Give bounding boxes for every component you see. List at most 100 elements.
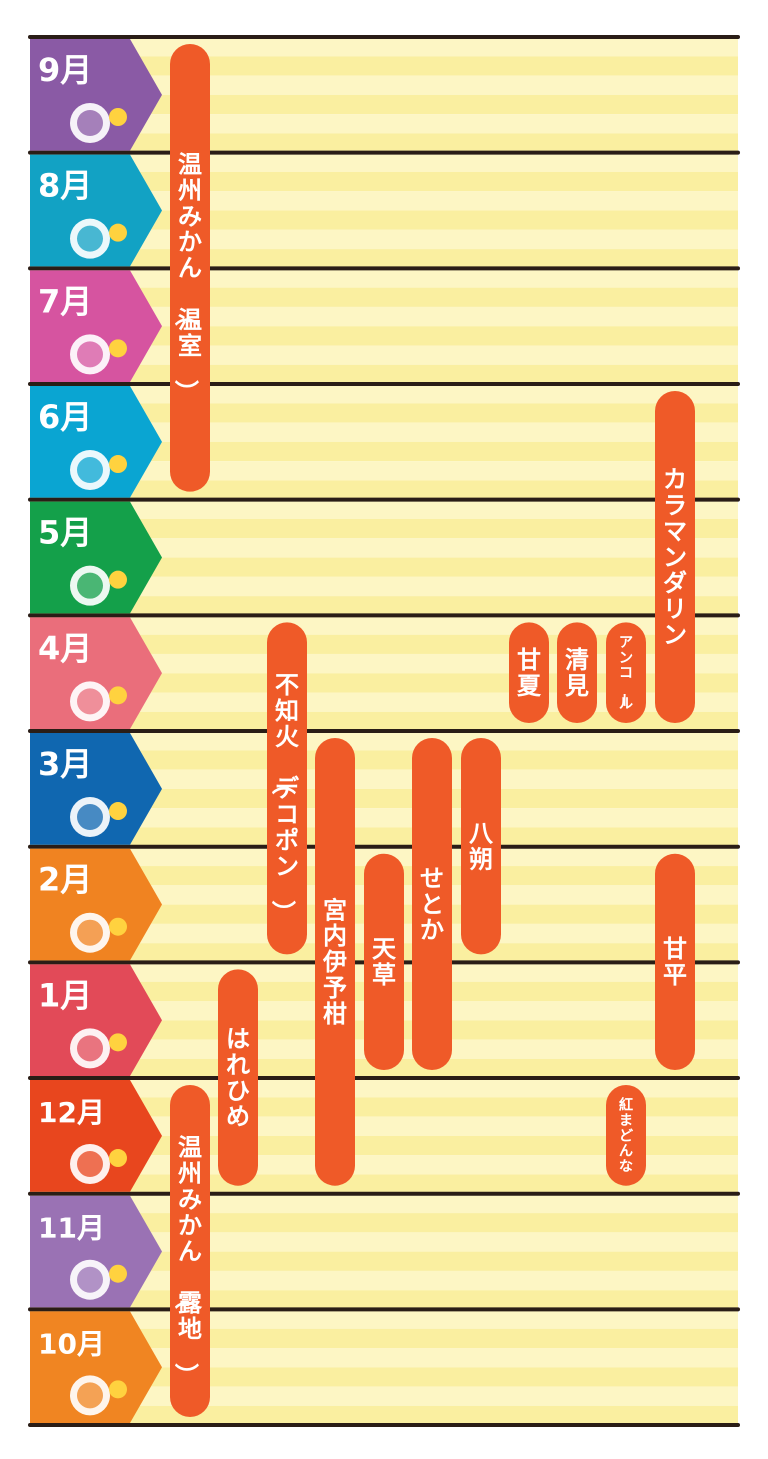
- month-tab-shape: [30, 848, 162, 961]
- month-tab: 1月: [30, 964, 162, 1077]
- koinobori-icon: [70, 565, 127, 606]
- stripe: [30, 1078, 738, 1098]
- oni-icon: [70, 912, 127, 953]
- month-tab-shape: [30, 1080, 162, 1192]
- month-tab: 7月: [30, 270, 162, 383]
- month-label: 11月: [38, 1212, 105, 1245]
- month-tab-shape: [30, 1311, 162, 1424]
- icon-accent: [109, 455, 127, 474]
- moon-viewing-icon: [70, 103, 127, 143]
- variety-bar-shape: [606, 622, 646, 724]
- watermelon-sunflower-icon: [70, 218, 127, 259]
- variety-bar: 八朔: [461, 738, 501, 955]
- icon-accent: [109, 1033, 127, 1052]
- variety-bar: 不知火（デコポン）: [267, 622, 307, 955]
- variety-bar: 宮内伊予柑: [315, 738, 355, 1186]
- month-label: 12月: [38, 1096, 105, 1129]
- icon-center: [77, 1035, 103, 1062]
- month-tab-shape: [30, 39, 162, 151]
- variety-name: 宮内伊予柑: [322, 896, 347, 1028]
- stripe: [30, 615, 738, 635]
- icon-accent: [109, 802, 127, 821]
- variety-bar-shape: [170, 44, 210, 492]
- variety-name: 清見: [565, 646, 589, 700]
- variety-bar: 温州みかん（露地）: [170, 1085, 210, 1418]
- daruma-icon: [70, 1028, 127, 1069]
- month-label: 9月: [38, 51, 92, 89]
- variety-name: 温州みかん（露地）: [172, 1134, 203, 1387]
- variety-name: 天草: [372, 935, 396, 989]
- icon-accent: [109, 1264, 127, 1283]
- stripe: [30, 1405, 738, 1426]
- autumn-leaf-icon: [70, 1259, 127, 1300]
- variety-name: せとか: [420, 864, 444, 944]
- variety-name: 八朔: [469, 820, 494, 874]
- icon-center: [77, 804, 103, 831]
- variety-bar: アンコール: [606, 622, 646, 724]
- icon-center: [77, 1382, 103, 1409]
- month-tab-shape: [30, 617, 162, 730]
- icon-accent: [109, 686, 127, 705]
- stripe: [30, 769, 738, 789]
- variety-bar-shape: [267, 622, 307, 955]
- stripe: [30, 576, 738, 597]
- month-label: 4月: [38, 629, 92, 667]
- month-label: 2月: [38, 861, 92, 899]
- month-label: 10月: [38, 1327, 105, 1360]
- icon-center: [77, 341, 103, 368]
- icon-accent: [109, 108, 127, 126]
- variety-bar: せとか: [412, 738, 452, 1071]
- month-label: 8月: [38, 167, 92, 205]
- icon-accent: [109, 223, 127, 242]
- variety-bar: 紅まどんな: [606, 1085, 646, 1186]
- month-tab: 9月: [30, 39, 162, 151]
- month-label: 5月: [38, 514, 92, 552]
- halloween-icon: [70, 1375, 127, 1416]
- month-tabs: 9月 8月 7月 6月 5月 4月 3月 2月 1月 12月 11月 10月: [30, 39, 162, 1424]
- icon-accent: [109, 917, 127, 936]
- variety-name: カラマンダリン: [663, 466, 687, 650]
- month-tab-shape: [30, 501, 162, 614]
- icon-center: [77, 110, 103, 136]
- icon-center: [77, 1151, 103, 1178]
- variety-bar: カラマンダリン: [655, 391, 695, 724]
- variety-bar-shape: [218, 969, 258, 1186]
- variety-bar-shape: [461, 738, 501, 955]
- variety-bar: 温州みかん（温室）: [170, 44, 210, 492]
- stripe: [30, 499, 738, 519]
- icon-accent: [109, 570, 127, 589]
- variety-bar-shape: [315, 738, 355, 1186]
- variety-name: 不知火（デコポン）: [269, 671, 300, 924]
- stripe: [30, 480, 738, 500]
- variety-bars: 温州みかん（温室） 温州みかん（露地） はれひめ 不知火（デコポン） 宮内伊予柑天草せと…: [170, 44, 695, 1418]
- icon-center: [77, 572, 103, 599]
- stripe: [30, 596, 738, 616]
- month-tab: 4月: [30, 617, 162, 730]
- stripe: [30, 788, 738, 809]
- stripe: [30, 750, 738, 770]
- hinamatsuri-icon: [70, 797, 127, 838]
- month-tab: 3月: [30, 733, 162, 845]
- variety-bar: 天草: [364, 853, 404, 1071]
- month-tab-shape: [30, 964, 162, 1077]
- variety-bar: 清見: [557, 622, 597, 724]
- month-tab: 5月: [30, 501, 162, 614]
- variety-bar-shape: [655, 853, 695, 1071]
- stripe: [30, 711, 738, 732]
- month-tab: 11月: [30, 1195, 162, 1308]
- variety-bar-shape: [509, 622, 549, 724]
- variety-name: はれひめ: [226, 1025, 250, 1131]
- variety-bar: 甘平: [655, 853, 695, 1071]
- icon-center: [77, 1266, 103, 1293]
- variety-bar: はれひめ: [218, 969, 258, 1186]
- month-divider-lines: [28, 35, 740, 1428]
- variety-name: 温州みかん（温室）: [172, 151, 202, 404]
- stripe: [30, 557, 738, 577]
- stripe: [30, 827, 738, 847]
- variety-bar-shape: [557, 622, 597, 724]
- stripe: [30, 519, 738, 539]
- month-tab: 10月: [30, 1311, 162, 1424]
- variety-name: 甘平: [663, 935, 687, 989]
- variety-name: 甘夏: [517, 646, 542, 700]
- month-tab: 6月: [30, 386, 162, 498]
